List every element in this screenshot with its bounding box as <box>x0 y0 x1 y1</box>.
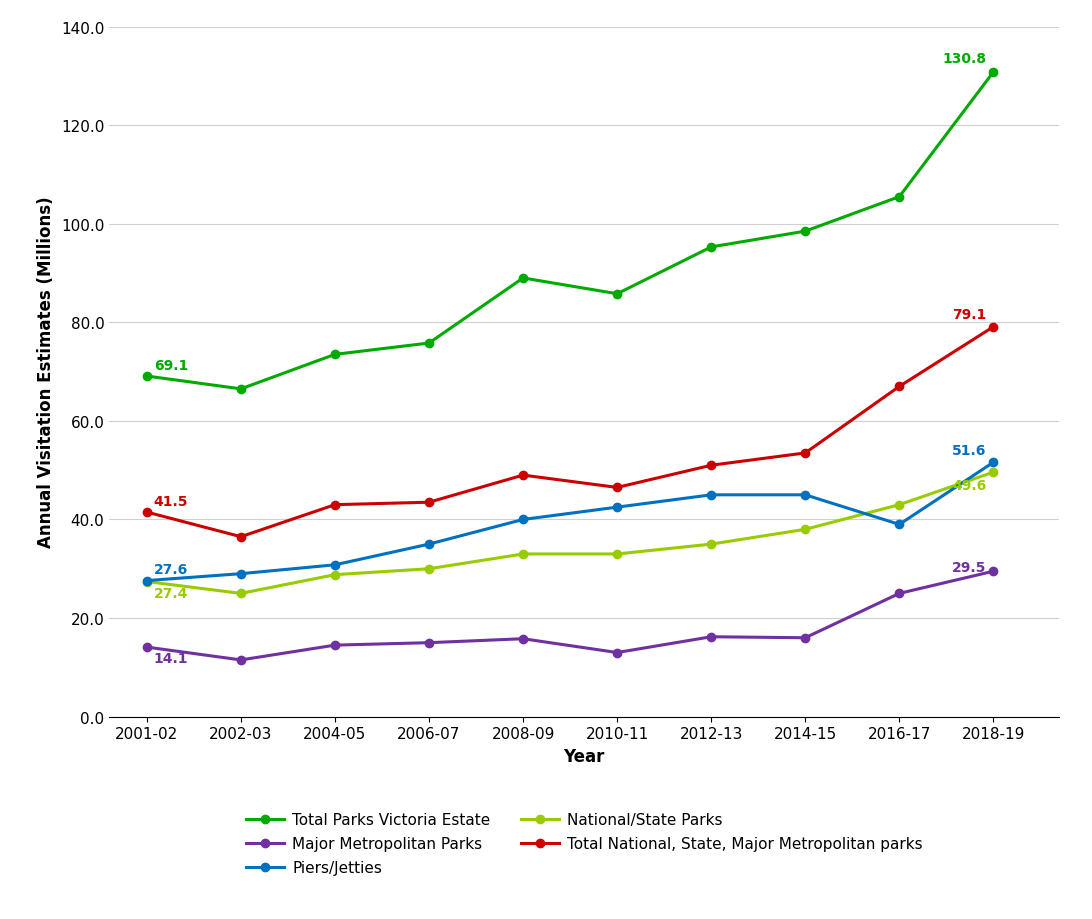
National/State Parks <box>517 549 530 560</box>
Total Parks Victoria Estate <box>140 371 153 382</box>
Text: 79.1: 79.1 <box>952 308 986 322</box>
Text: 27.6: 27.6 <box>154 562 188 577</box>
Text: 27.4: 27.4 <box>154 586 188 600</box>
Line: Major Metropolitan Parks: Major Metropolitan Parks <box>143 567 998 664</box>
Total Parks Victoria Estate <box>423 338 436 349</box>
Text: 14.1: 14.1 <box>154 652 188 665</box>
Major Metropolitan Parks <box>704 631 717 642</box>
Major Metropolitan Parks <box>140 641 153 652</box>
Legend: Total Parks Victoria Estate, Major Metropolitan Parks, Piers/Jetties, National/S: Total Parks Victoria Estate, Major Metro… <box>240 806 928 881</box>
Total Parks Victoria Estate <box>704 242 717 253</box>
Total National, State, Major Metropolitan parks <box>610 482 624 494</box>
Total National, State, Major Metropolitan parks <box>423 497 436 508</box>
Total National, State, Major Metropolitan parks <box>235 531 248 542</box>
Piers/Jetties <box>610 502 624 513</box>
Text: 29.5: 29.5 <box>952 561 986 574</box>
Total Parks Victoria Estate <box>893 192 906 203</box>
Total Parks Victoria Estate <box>987 67 1000 78</box>
Total National, State, Major Metropolitan parks <box>517 470 530 482</box>
Total Parks Victoria Estate <box>798 226 811 237</box>
Y-axis label: Annual Visitation Estimates (Millions): Annual Visitation Estimates (Millions) <box>37 197 56 548</box>
Line: Total Parks Victoria Estate: Total Parks Victoria Estate <box>143 69 998 393</box>
Piers/Jetties <box>517 515 530 526</box>
Line: National/State Parks: National/State Parks <box>143 469 998 598</box>
Total Parks Victoria Estate <box>517 273 530 284</box>
X-axis label: Year: Year <box>563 747 605 765</box>
National/State Parks <box>704 539 717 550</box>
Major Metropolitan Parks <box>610 647 624 658</box>
National/State Parks <box>893 500 906 511</box>
Piers/Jetties <box>329 560 342 571</box>
Text: 130.8: 130.8 <box>942 52 986 66</box>
Text: 69.1: 69.1 <box>154 358 188 372</box>
Total National, State, Major Metropolitan parks <box>329 500 342 511</box>
National/State Parks <box>798 524 811 535</box>
Major Metropolitan Parks <box>987 566 1000 577</box>
Piers/Jetties <box>423 539 436 550</box>
Major Metropolitan Parks <box>517 633 530 644</box>
Total National, State, Major Metropolitan parks <box>987 322 1000 333</box>
Piers/Jetties <box>235 569 248 580</box>
Text: 41.5: 41.5 <box>154 494 188 508</box>
Piers/Jetties <box>140 575 153 586</box>
Total Parks Victoria Estate <box>329 349 342 360</box>
National/State Parks <box>235 588 248 599</box>
Piers/Jetties <box>893 519 906 530</box>
Major Metropolitan Parks <box>798 632 811 643</box>
Line: Piers/Jetties: Piers/Jetties <box>143 459 998 585</box>
Text: 49.6: 49.6 <box>952 478 986 493</box>
Total Parks Victoria Estate <box>235 384 248 395</box>
Major Metropolitan Parks <box>893 588 906 599</box>
Line: Total National, State, Major Metropolitan parks: Total National, State, Major Metropolita… <box>143 323 998 541</box>
Piers/Jetties <box>987 458 1000 469</box>
National/State Parks <box>423 563 436 574</box>
National/State Parks <box>329 570 342 581</box>
Piers/Jetties <box>798 490 811 501</box>
Total National, State, Major Metropolitan parks <box>798 448 811 459</box>
Total National, State, Major Metropolitan parks <box>704 460 717 471</box>
Total National, State, Major Metropolitan parks <box>893 381 906 392</box>
Major Metropolitan Parks <box>235 654 248 665</box>
National/State Parks <box>987 467 1000 478</box>
Total Parks Victoria Estate <box>610 289 624 300</box>
Major Metropolitan Parks <box>423 638 436 649</box>
Major Metropolitan Parks <box>329 640 342 651</box>
Piers/Jetties <box>704 490 717 501</box>
Text: 51.6: 51.6 <box>952 443 986 458</box>
National/State Parks <box>140 576 153 587</box>
National/State Parks <box>610 549 624 560</box>
Total National, State, Major Metropolitan parks <box>140 507 153 518</box>
